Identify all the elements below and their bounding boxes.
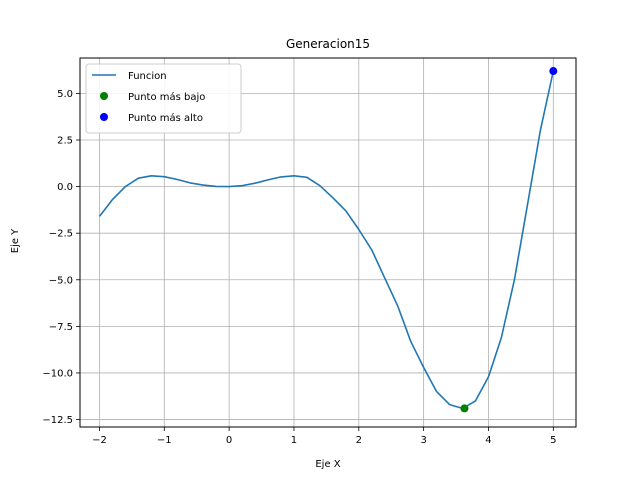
x-tick-label: 2 bbox=[356, 435, 362, 446]
x-tick-label: −2 bbox=[92, 435, 107, 446]
y-tick-label: −12.5 bbox=[42, 415, 73, 426]
legend: Funcion Punto más bajo Punto más alto bbox=[85, 63, 242, 134]
legend-label: Punto más alto bbox=[128, 112, 203, 124]
y-axis-label: Eje Y bbox=[10, 228, 21, 253]
y-tick-label: −10.0 bbox=[42, 368, 73, 379]
y-tick-label: −2.5 bbox=[49, 229, 73, 240]
chart-title: Generacion15 bbox=[286, 37, 370, 51]
legend-swatch bbox=[100, 92, 108, 100]
y-tick-label: 2.5 bbox=[57, 136, 73, 147]
axes-frame bbox=[79, 57, 577, 428]
grid bbox=[80, 58, 576, 427]
y-tick-label: −7.5 bbox=[49, 322, 73, 333]
x-tick-label: 0 bbox=[226, 435, 232, 446]
scatter-point bbox=[460, 404, 469, 413]
x-tick-label: 4 bbox=[485, 435, 491, 446]
legend-label: Punto más bajo bbox=[128, 91, 205, 103]
legend-box bbox=[85, 63, 242, 134]
series-line-funcion bbox=[98, 70, 555, 410]
legend-label: Funcion bbox=[128, 71, 167, 82]
x-axis-label: Eje X bbox=[315, 459, 340, 470]
y-tick-label: −5.0 bbox=[49, 275, 73, 286]
x-tick-label: −1 bbox=[157, 435, 172, 446]
x-tick-label: 1 bbox=[291, 435, 297, 446]
legend-swatch bbox=[100, 113, 108, 121]
scatter-point bbox=[549, 67, 558, 76]
y-tick-label: 0.0 bbox=[57, 182, 73, 193]
y-tick-label: 5.0 bbox=[57, 89, 73, 100]
x-tick-label: 5 bbox=[550, 435, 556, 446]
x-tick-label: 3 bbox=[420, 435, 426, 446]
ticks: −2 −1 0 1 2 3 4 5 −12.5 −10.0 −7.5 −5.0 −2.5 0.0 2.5 5.… bbox=[42, 89, 556, 446]
plot-area bbox=[98, 67, 558, 413]
